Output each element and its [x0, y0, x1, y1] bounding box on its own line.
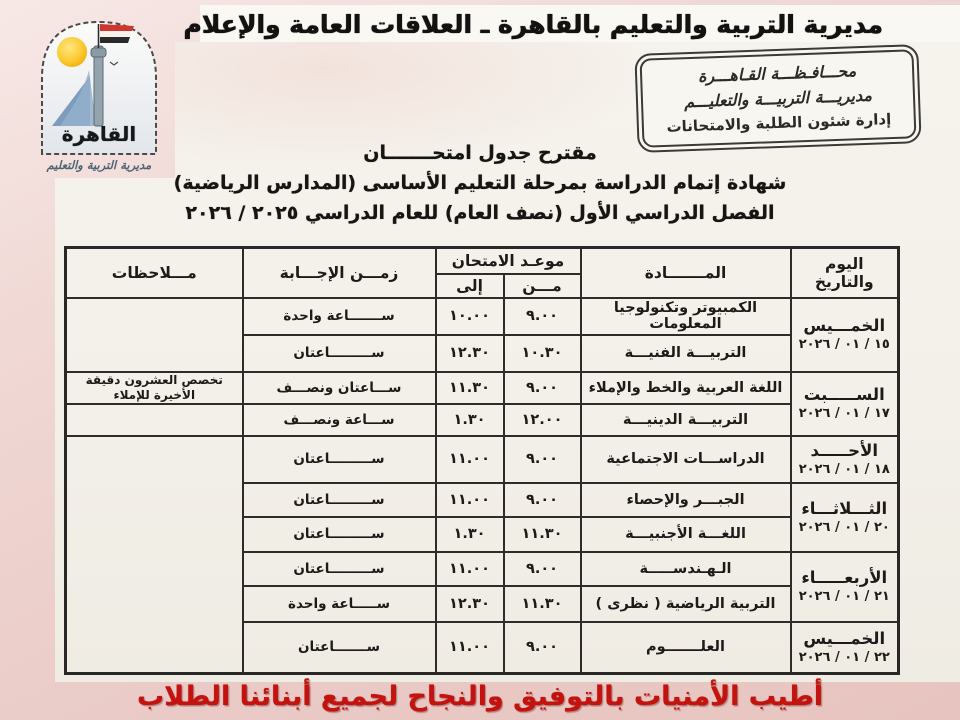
subject-cell: العلـــــــوم: [579, 620, 792, 675]
duration-cell: ســـــاعة واحدة: [241, 584, 437, 623]
duration-cell: ســـــــــاعتان: [241, 333, 437, 373]
to-cell: ١.٣٠: [434, 515, 505, 553]
from-cell: ٩.٠٠: [502, 370, 582, 405]
col-header-subject: المـــــــادة: [579, 246, 792, 299]
to-cell: ١١.٠٠: [434, 620, 505, 675]
duration-cell: ســـــــــاعتان: [241, 550, 437, 587]
subject-cell: التربيـــة الفنيـــة: [579, 333, 792, 373]
table-row: الأربعـــــاء ٢١ / ٠١ / ٢٠٢٦ الـهـندســـ…: [66, 550, 900, 623]
notes-cell-empty: [64, 434, 244, 675]
day-cell-sunday-18: الأحـــــد ١٨ / ٠١ / ٢٠٢٦: [789, 434, 900, 484]
footer-wish-text: أطيب الأمنيات بالتوفيق والنجاح لجميع أبن…: [136, 681, 824, 712]
sun-icon: [57, 37, 87, 67]
table-row: التربية الرياضية ( نظرى ) ١١.٣٠ ١٢.٣٠ سـ…: [66, 584, 899, 623]
official-stamp-box: محـــافـظـــة القـاهـــرة مديريـــة التر…: [634, 44, 922, 153]
header-paper-strip: [200, 5, 960, 42]
col-header-from: مـــن: [502, 272, 582, 299]
from-cell: ٩.٠٠: [502, 620, 582, 675]
table-row: الســـــبت ١٧ / ٠١ / ٢٠٢٦ اللغة العربية …: [64, 370, 900, 437]
official-stamp-inner: محـــافـظـــة القـاهـــرة مديريـــة التر…: [639, 49, 917, 148]
cairo-tower-top: [90, 47, 107, 58]
table-row: التربيـــة الفنيـــة ١٠.٣٠ ١٢.٣٠ ســــــ…: [66, 333, 899, 373]
document-title-block: مقترح جدول امتحـــــــان شهادة إتمام الد…: [150, 138, 810, 228]
notes-cell-dictation: تخصص العشرون دقيقة الأخيرة للإملاء: [64, 370, 244, 405]
duration-cell: ســـــــــاعتان: [241, 515, 437, 553]
table-row: الخمـــيس ٢٢ / ٠١ / ٢٠٢٦ العلـــــــوم ٩…: [66, 620, 900, 675]
table-row: الثـــلاثـــاء ٢٠ / ٠١ / ٢٠٢٦ الجبـــر و…: [66, 481, 900, 553]
from-cell: ٩.٠٠: [502, 296, 582, 336]
duration-cell: ســـــــــاعتان: [241, 481, 437, 518]
col-header-day: اليوم والتاريخ: [789, 246, 900, 299]
logo-arch-icon: [41, 20, 157, 155]
exam-schedule-table: اليوم والتاريخ المـــــــادة موعـد الامت…: [64, 246, 900, 675]
to-cell: ١١.٠٠: [434, 481, 505, 518]
doc-title-line-2: شهادة إتمام الدراسة بمرحلة التعليم الأسا…: [173, 172, 787, 194]
table-row: الأحـــــد ١٨ / ٠١ / ٢٠٢٦ الدراســـات ال…: [64, 434, 900, 675]
table-row: الخمـــيس ١٥ / ٠١ / ٢٠٢٦ الكمبيوتر وتكنو…: [64, 296, 900, 373]
subject-cell: اللغـــة الأجنبيـــة: [579, 515, 792, 553]
cairo-tower-icon: [93, 45, 104, 127]
duration-cell: ســـاعة ونصـــف: [241, 402, 437, 437]
duration-cell: ســـــــاعة واحدة: [241, 296, 437, 336]
from-cell: ١١.٣٠: [502, 584, 582, 623]
day-cell-saturday-17: الســـــبت ١٧ / ٠١ / ٢٠٢٦: [789, 370, 900, 437]
duration-cell: ســـــــاعتان: [241, 620, 437, 675]
subject-cell: الكمبيوتر وتكنولوجيا المعلومات: [579, 296, 792, 336]
col-header-duration: زمـــن الإجـــابة: [241, 246, 437, 299]
day-cell-thursday-15: الخمـــيس ١٥ / ٠١ / ٢٠٢٦: [789, 296, 900, 373]
to-cell: ١٢.٣٠: [434, 584, 505, 623]
cairo-education-logo: القاهرة مديرية التربية والتعليم: [26, 6, 172, 186]
from-cell: ١٢.٠٠: [502, 402, 582, 437]
from-cell: ١٠.٣٠: [502, 333, 582, 373]
subject-cell: الـهـندســـــة: [579, 550, 792, 587]
subject-cell: الدراســـات الاجتماعية: [579, 434, 792, 484]
logo-directorate-label: مديرية التربية والتعليم: [46, 158, 152, 172]
page-title: مديرية التربية والتعليم بالقاهرة ـ العلا…: [183, 9, 883, 39]
from-cell: ٩.٠٠: [502, 481, 582, 518]
bird-icon: [109, 61, 119, 66]
col-header-exam-time: موعـد الامتحان: [434, 246, 582, 275]
table-row: التربيـــة الدينيـــة ١٢.٠٠ ١.٣٠ ســـاعة…: [64, 402, 899, 437]
from-cell: ٩.٠٠: [502, 550, 582, 587]
notes-cell-empty: [64, 402, 244, 437]
table-row: اللغـــة الأجنبيـــة ١١.٣٠ ١.٣٠ ســـــــ…: [66, 515, 899, 553]
doc-title-line-1: مقترح جدول امتحـــــــان: [363, 142, 597, 164]
logo-city-label: القاهرة: [61, 122, 137, 146]
sail-pyramid-shadow: [60, 70, 96, 126]
day-cell-thursday-22: الخمـــيس ٢٢ / ٠١ / ٢٠٢٦: [789, 620, 900, 675]
to-cell: ١.٣٠: [434, 402, 505, 437]
egypt-flag-icon: [100, 24, 134, 43]
to-cell: ١٠.٠٠: [434, 296, 505, 336]
day-cell-tuesday-20: الثـــلاثـــاء ٢٠ / ٠١ / ٢٠٢٦: [789, 481, 900, 553]
to-cell: ١١.٣٠: [434, 370, 505, 405]
subject-cell: التربية الرياضية ( نظرى ): [579, 584, 792, 623]
subject-cell: التربيـــة الدينيـــة: [579, 402, 792, 437]
col-header-notes: مـــلاحظات: [64, 246, 244, 299]
notes-cell-empty: [64, 296, 244, 373]
subject-cell: اللغة العربية والخط والإملاء: [579, 370, 792, 405]
day-cell-wednesday-21: الأربعـــــاء ٢١ / ٠١ / ٢٠٢٦: [789, 550, 900, 623]
duration-cell: ســـاعتان ونصـــف: [241, 370, 437, 405]
to-cell: ١١.٠٠: [434, 434, 505, 484]
to-cell: ١١.٠٠: [434, 550, 505, 587]
doc-title-line-3: الفصل الدراسي الأول (نصف العام) للعام ال…: [185, 202, 775, 224]
col-header-to: إلى: [434, 272, 505, 299]
to-cell: ١٢.٣٠: [434, 333, 505, 373]
from-cell: ١١.٣٠: [502, 515, 582, 553]
subject-cell: الجبـــر والإحصاء: [579, 481, 792, 518]
duration-cell: ســـــــــاعتان: [241, 434, 437, 484]
from-cell: ٩.٠٠: [502, 434, 582, 484]
